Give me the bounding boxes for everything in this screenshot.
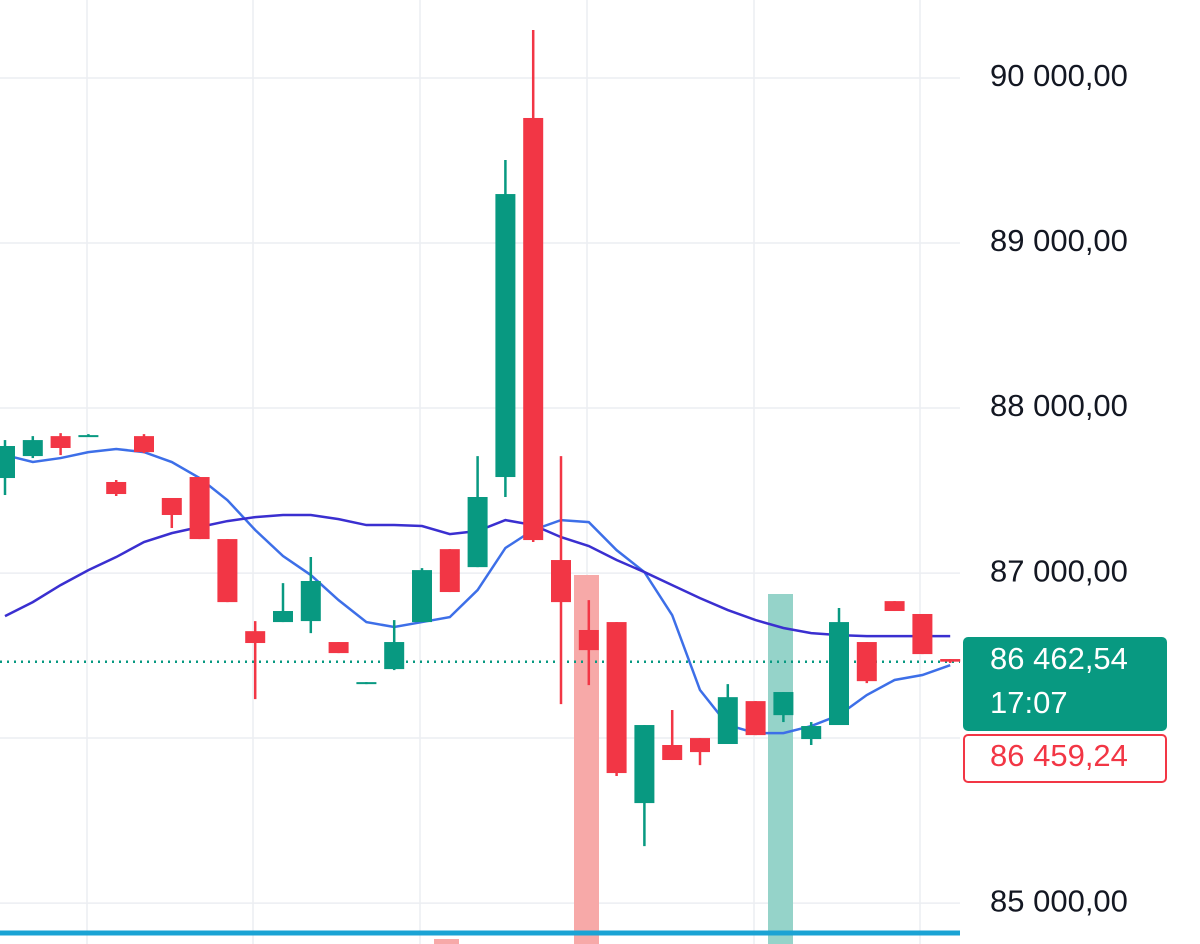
candle-body (690, 738, 710, 753)
candle-body (217, 539, 238, 603)
candle-body (161, 497, 182, 515)
candle-body (412, 570, 432, 623)
candle-body (606, 622, 627, 774)
candle-body (801, 726, 822, 740)
moving-average-line (4, 447, 951, 735)
price-scale: 86 462,54 17:07 86 459,24 (963, 637, 1167, 783)
candle-body (773, 692, 794, 716)
candle-body (300, 580, 321, 622)
candle-body (578, 629, 599, 651)
candle-body (50, 436, 71, 448)
candle-body (467, 496, 488, 568)
candle-body (106, 481, 127, 495)
candle-body (273, 611, 293, 623)
second-price-label: 86 459,24 (990, 738, 1128, 773)
candle-body (856, 642, 877, 682)
candle-body (717, 697, 738, 745)
candle-body (495, 194, 516, 478)
candle-body (745, 701, 766, 736)
countdown: 17:07 (990, 685, 1068, 720)
y-tick-label: 87 000,00 (990, 553, 1128, 588)
candle-body (189, 477, 210, 540)
candle-body (523, 117, 544, 541)
highlight-bar (768, 594, 793, 944)
y-tick-label: 90 000,00 (990, 58, 1128, 93)
y-tick-label: 85 000,00 (990, 883, 1128, 918)
candle-body (634, 725, 655, 804)
candle-body (245, 631, 266, 644)
candle-body (829, 622, 849, 726)
candle-body (439, 549, 460, 593)
candle-body (78, 435, 99, 438)
candle-body (0, 446, 15, 479)
second-price-box (963, 734, 1167, 783)
candle-body (884, 601, 905, 612)
candle-body (551, 560, 571, 603)
candle-body (22, 440, 43, 457)
candle-body (356, 682, 377, 685)
candle-body (384, 642, 405, 670)
candle-body (940, 659, 961, 662)
candle-body (912, 613, 933, 655)
current-price-box (963, 637, 1167, 731)
current-price-label: 86 462,54 (990, 641, 1128, 676)
y-tick-label: 88 000,00 (990, 388, 1128, 423)
candle-body (328, 642, 349, 654)
plot (0, 30, 961, 847)
highlight-bar (434, 939, 459, 944)
y-tick-label: 89 000,00 (990, 223, 1128, 258)
candle-body (134, 436, 154, 453)
candle-body (662, 745, 683, 761)
